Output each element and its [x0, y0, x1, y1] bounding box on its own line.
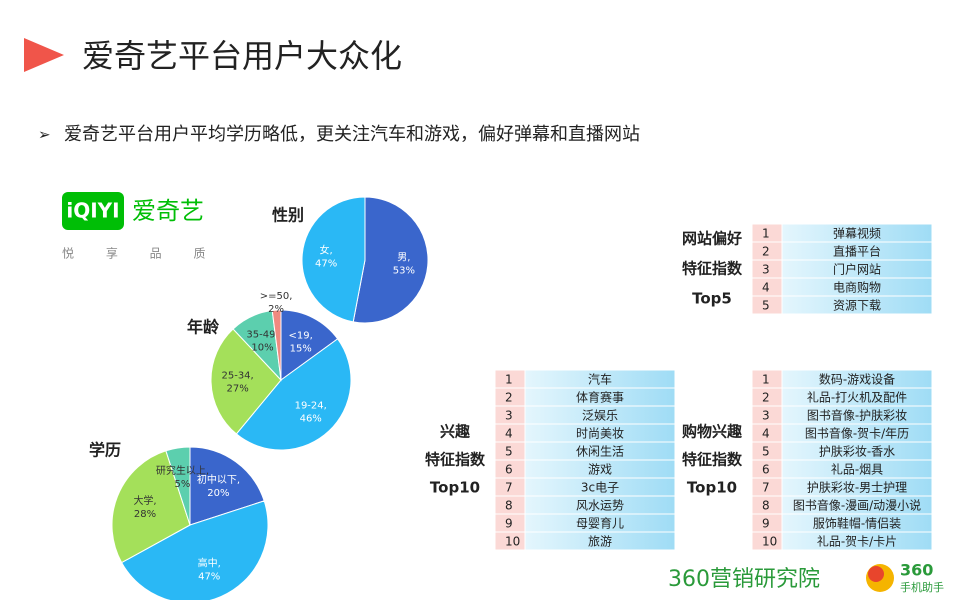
bullet-text: 爱奇艺平台用户平均学历略低，更关注汽车和游戏，偏好弹幕和直播网站	[64, 124, 640, 145]
logo-name: 爱奇艺	[132, 197, 204, 225]
item: 时尚美妆	[576, 427, 624, 441]
item: 电商购物	[833, 280, 881, 295]
rank: 7	[762, 481, 770, 495]
footer-right-bottom: 手机助手	[900, 580, 944, 594]
table-title: 特征指数	[682, 260, 743, 278]
footer-left: 360营销研究院	[668, 567, 820, 592]
chart-title: 性别	[272, 206, 304, 225]
table-title: 网站偏好	[682, 230, 742, 248]
rank: 5	[762, 445, 770, 459]
rank: 9	[505, 517, 513, 531]
rank: 6	[505, 463, 513, 477]
title-marker	[24, 38, 64, 72]
data-label: 高中, 47%	[198, 556, 221, 582]
chart-title: 学历	[89, 441, 121, 460]
rank: 3	[505, 409, 513, 423]
footer-logo-part	[868, 566, 884, 582]
table-title: 兴趣	[440, 423, 471, 441]
rank: 8	[762, 499, 770, 513]
rank: 3	[762, 263, 770, 277]
data-label: 35-49, 10%	[246, 330, 278, 354]
rank: 10	[505, 535, 520, 549]
item: 图书音像-贺卡/年历	[805, 426, 909, 441]
rank: 10	[762, 535, 777, 549]
rank: 4	[505, 427, 513, 441]
pie-slice	[280, 309, 339, 381]
item-cell	[524, 531, 676, 551]
pie-slice	[235, 338, 352, 451]
pie-slice	[210, 328, 282, 435]
item: 母婴育儿	[576, 516, 624, 531]
item: 3c电子	[581, 481, 619, 495]
rank: 6	[762, 463, 770, 477]
item: 游戏	[588, 463, 612, 477]
data-label: 研究生以上, 5%	[156, 464, 209, 490]
rank: 8	[505, 499, 513, 513]
logo-slogan: 悦 享 品 质	[62, 246, 219, 261]
table-title: 特征指数	[682, 451, 743, 469]
pie-slice	[301, 196, 366, 323]
data-label: <19, 15%	[289, 330, 313, 354]
footer-right-top: 360	[900, 561, 933, 580]
data-label: 男, 53%	[393, 252, 415, 277]
rank: 4	[762, 281, 770, 295]
pie-slice	[120, 500, 269, 600]
data-label: >=50, 2%	[260, 291, 293, 315]
pie-slice	[271, 309, 282, 381]
item: 休闲生活	[576, 445, 624, 459]
item: 服饰鞋帽-情侣装	[813, 516, 901, 531]
item: 汽车	[588, 372, 612, 387]
rank: 3	[762, 409, 770, 423]
pie-slice	[189, 446, 265, 526]
item: 弹幕视频	[833, 226, 881, 241]
item: 护肤彩妆-香水	[819, 444, 895, 459]
logo-brand: iQIYI	[66, 199, 119, 223]
item: 礼品-打火机及配件	[807, 390, 907, 405]
rank: 2	[762, 391, 770, 405]
rank: 5	[505, 445, 513, 459]
pie-slice	[165, 446, 191, 526]
logo-box	[62, 192, 124, 230]
rank: 1	[505, 373, 513, 387]
table-title: Top5	[692, 290, 732, 308]
item: 风水运势	[576, 499, 624, 513]
slide-title: 爱奇艺平台用户大众化	[82, 37, 402, 75]
item-cell	[781, 531, 933, 551]
item: 直播平台	[833, 244, 881, 259]
chart-title: 年龄	[187, 318, 220, 337]
rank: 2	[505, 391, 513, 405]
pie-slice	[352, 196, 429, 324]
item: 旅游	[588, 535, 612, 549]
table-title: 特征指数	[425, 451, 486, 469]
item: 礼品-烟具	[831, 462, 883, 477]
rank: 4	[762, 427, 770, 441]
pie-slice	[111, 450, 191, 564]
item: 图书音像-漫画/动漫小说	[793, 498, 921, 513]
data-label: 初中以下, 20%	[197, 473, 240, 499]
data-label: 大学, 28%	[133, 494, 156, 520]
bullet-marker: ➢	[38, 126, 51, 144]
rank: 2	[762, 245, 770, 259]
rank: 9	[762, 517, 770, 531]
item: 图书音像-护肤彩妆	[807, 408, 907, 423]
rank: 7	[505, 481, 513, 495]
item: 礼品-贺卡/卡片	[817, 534, 897, 549]
rank: 5	[762, 299, 770, 313]
item-cell	[781, 295, 933, 315]
item: 体育赛事	[576, 390, 624, 405]
item: 门户网站	[833, 262, 881, 277]
item: 资源下载	[833, 299, 881, 313]
item: 泛娱乐	[582, 409, 618, 423]
item: 护肤彩妆-男士护理	[807, 480, 907, 495]
table-title: 购物兴趣	[682, 423, 743, 441]
data-label: 女, 47%	[315, 243, 337, 269]
rank: 1	[762, 227, 770, 241]
table-title: Top10	[430, 479, 480, 497]
table-title: Top10	[687, 479, 737, 497]
item: 数码-游戏设备	[819, 372, 895, 387]
rank: 1	[762, 373, 770, 387]
data-label: 25-34, 27%	[221, 370, 253, 394]
data-label: 19-24, 46%	[295, 401, 327, 425]
